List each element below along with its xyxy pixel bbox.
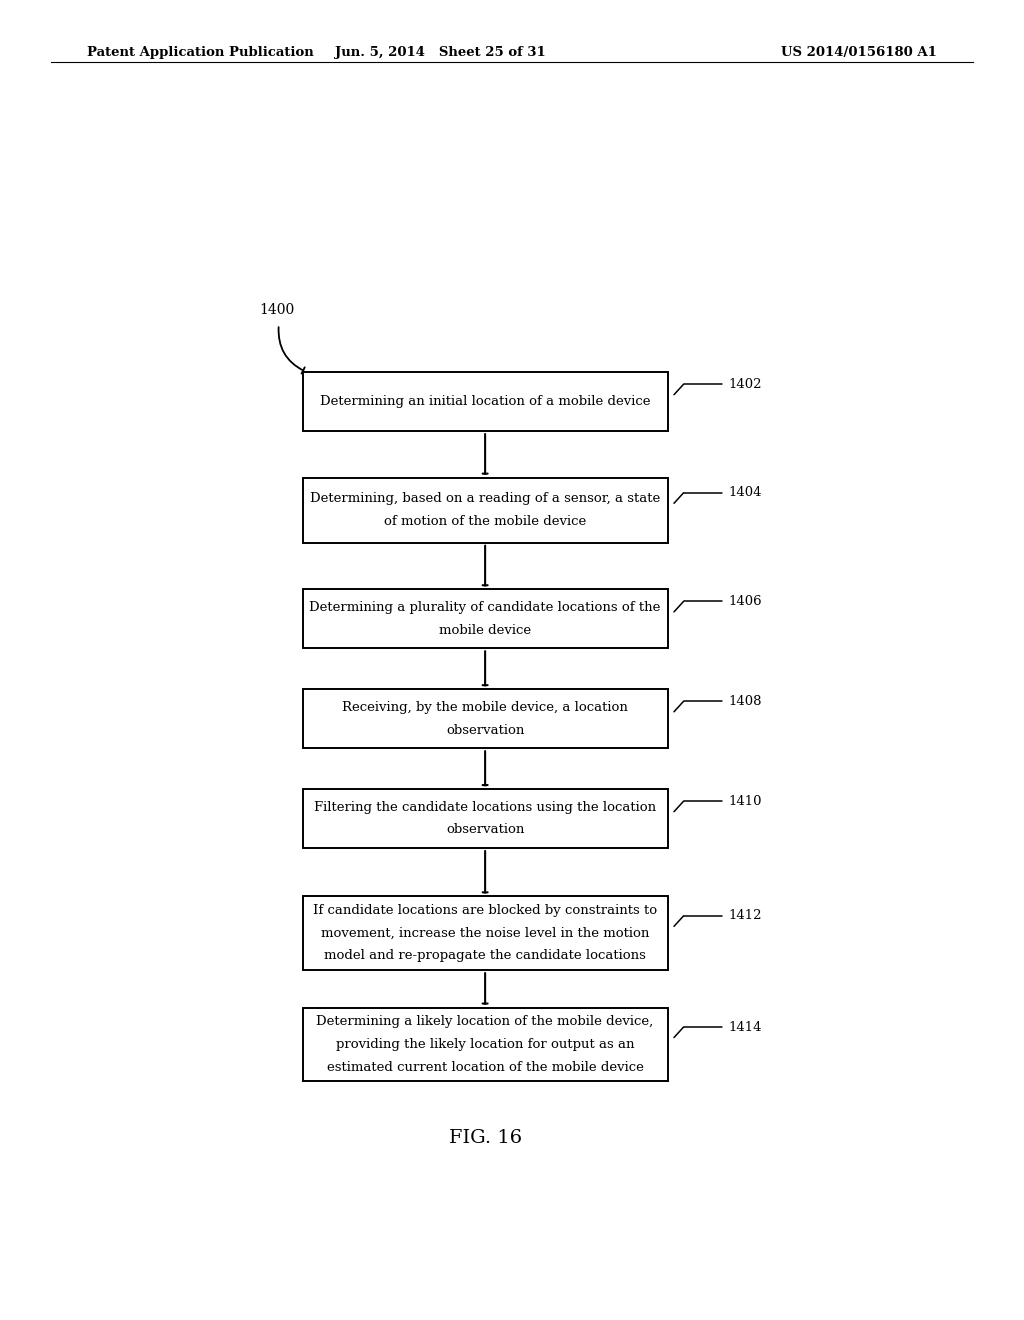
Bar [303, 896, 668, 970]
Bar [303, 589, 668, 648]
Text: 1412: 1412 [728, 909, 762, 923]
Text: Receiving, by the mobile device, a location: Receiving, by the mobile device, a locat… [342, 701, 628, 714]
Text: estimated current location of the mobile device: estimated current location of the mobile… [327, 1060, 643, 1073]
Bar [303, 689, 668, 748]
Text: Determining a likely location of the mobile device,: Determining a likely location of the mob… [316, 1015, 653, 1028]
Text: 1404: 1404 [728, 486, 762, 499]
Bar [303, 789, 668, 849]
Text: 1410: 1410 [728, 795, 762, 808]
Text: Patent Application Publication: Patent Application Publication [87, 46, 313, 59]
Text: providing the likely location for output as an: providing the likely location for output… [336, 1038, 635, 1051]
Text: US 2014/0156180 A1: US 2014/0156180 A1 [781, 46, 937, 59]
Text: If candidate locations are blocked by constraints to: If candidate locations are blocked by co… [313, 904, 657, 917]
Text: Determining, based on a reading of a sensor, a state: Determining, based on a reading of a sen… [310, 492, 660, 506]
Text: 1414: 1414 [728, 1020, 762, 1034]
Text: FIG. 16: FIG. 16 [449, 1129, 521, 1147]
Bar [303, 372, 668, 432]
Text: mobile device: mobile device [439, 623, 531, 636]
Text: of motion of the mobile device: of motion of the mobile device [384, 515, 587, 528]
Text: Determining an initial location of a mobile device: Determining an initial location of a mob… [319, 395, 650, 408]
Bar [303, 1007, 668, 1081]
Bar [303, 478, 668, 543]
Text: Jun. 5, 2014   Sheet 25 of 31: Jun. 5, 2014 Sheet 25 of 31 [335, 46, 546, 59]
Text: Determining a plurality of candidate locations of the: Determining a plurality of candidate loc… [309, 601, 660, 614]
Text: observation: observation [445, 824, 524, 837]
Text: movement, increase the noise level in the motion: movement, increase the noise level in th… [321, 927, 649, 940]
Text: 1406: 1406 [728, 595, 762, 609]
Text: 1402: 1402 [728, 378, 762, 391]
Text: 1400: 1400 [259, 304, 294, 317]
Text: model and re-propagate the candidate locations: model and re-propagate the candidate loc… [325, 949, 646, 962]
Text: 1408: 1408 [728, 694, 762, 708]
Text: Filtering the candidate locations using the location: Filtering the candidate locations using … [314, 801, 656, 814]
Text: observation: observation [445, 723, 524, 737]
